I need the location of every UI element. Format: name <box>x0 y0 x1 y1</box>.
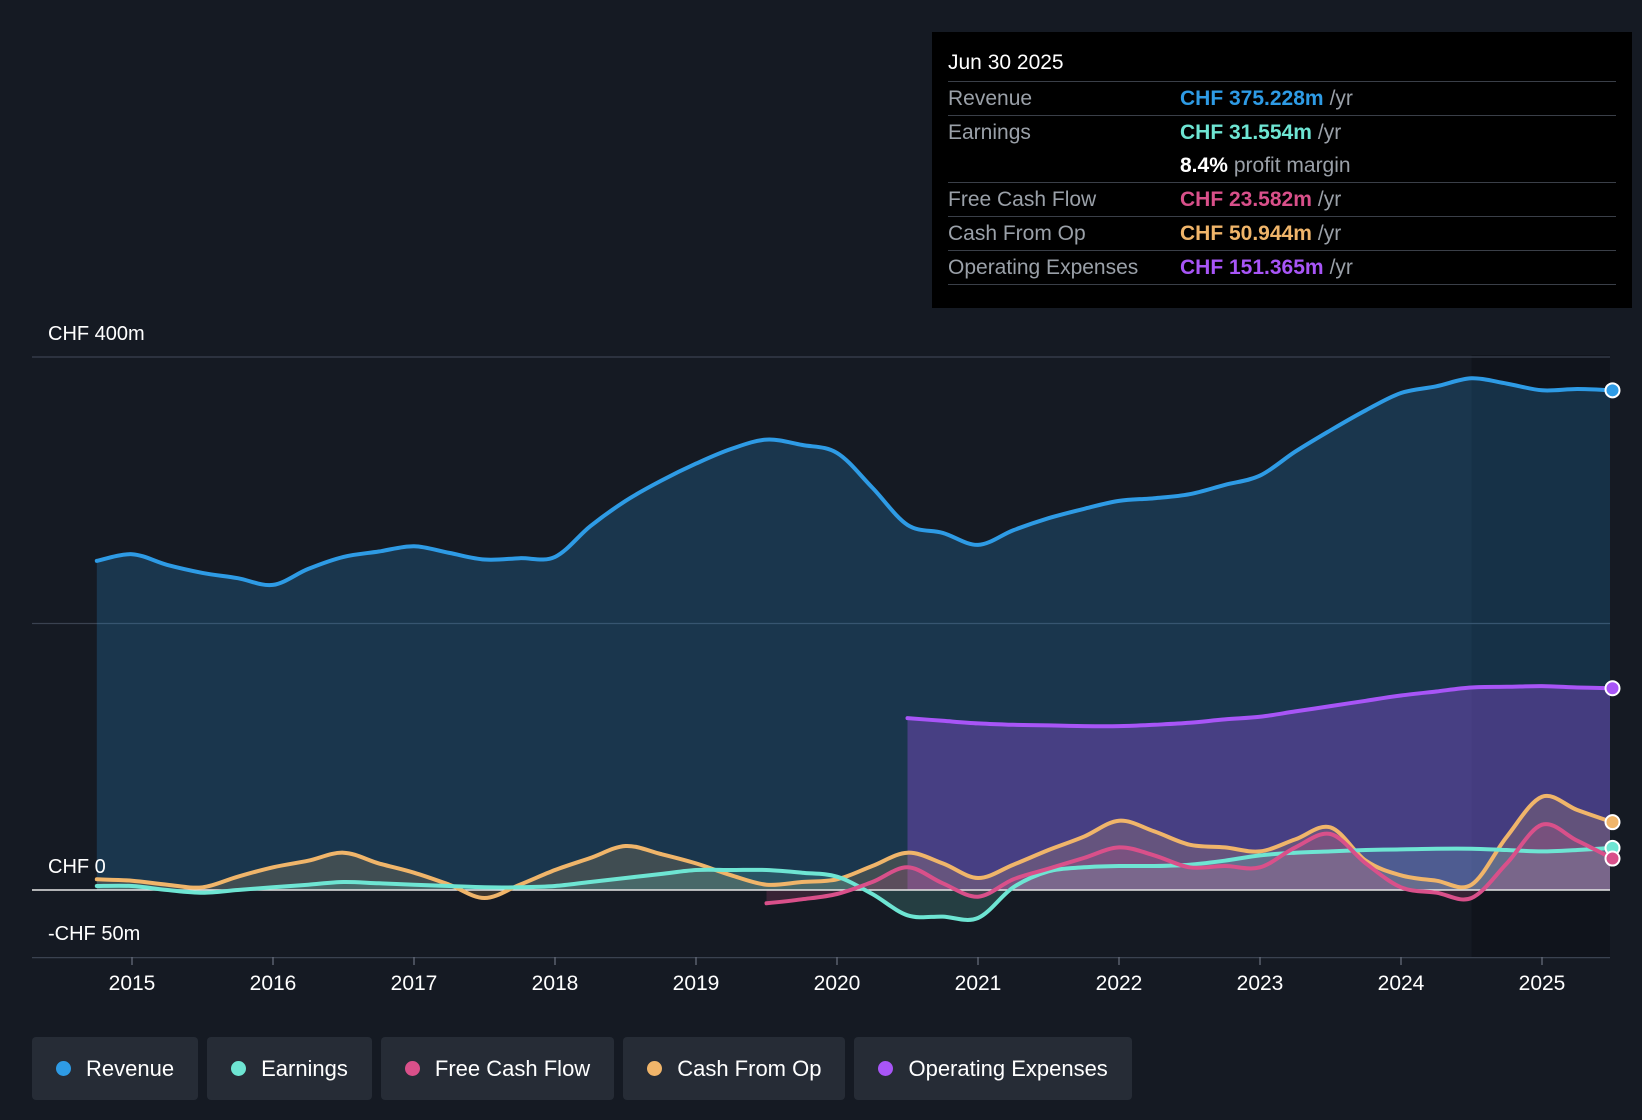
tooltip-date: Jun 30 2025 <box>948 48 1616 82</box>
x-tick-label: 2024 <box>1378 972 1425 995</box>
tooltip-unit: /yr <box>1329 86 1353 110</box>
y-label-zero: CHF 0 <box>48 856 106 878</box>
legend-label: Cash From Op <box>677 1055 822 1081</box>
cash-from-op-end-point <box>1604 814 1621 831</box>
gridlines <box>32 356 1610 959</box>
free-cash-flow-area <box>766 824 1610 904</box>
revenue-end-point <box>1604 382 1621 399</box>
tooltip-label: Cash From Op <box>948 221 1086 245</box>
legend-item-revenue[interactable]: Revenue <box>32 1037 199 1100</box>
tooltip-label: Operating Expenses <box>948 255 1139 279</box>
tooltip-value: 8.4% <box>1180 153 1228 177</box>
x-tick-label: 2020 <box>814 972 861 995</box>
x-tick-label: 2019 <box>673 972 720 995</box>
tooltip: Jun 30 2025 Revenue CHF 375.228m /yr Ear… <box>932 32 1632 308</box>
operating-expenses-end-point <box>1604 680 1621 697</box>
free-cash-flow-line <box>764 822 1610 906</box>
tooltip-row-fcf: Free Cash Flow CHF 23.582m /yr <box>948 183 1616 217</box>
tooltip-row-margin: 8.4% profit margin <box>948 149 1616 183</box>
tooltip-value: CHF 31.554m <box>1180 120 1312 144</box>
legend-item-operating-expenses[interactable]: Operating Expenses <box>854 1037 1132 1100</box>
tooltip-value: CHF 151.365m <box>1180 255 1324 279</box>
tooltip-row-opex: Operating Expenses CHF 151.365m /yr <box>948 251 1616 285</box>
legend-label: Free Cash Flow <box>434 1055 591 1081</box>
x-tick-label: 2021 <box>955 972 1002 995</box>
legend-item-free-cash-flow[interactable]: Free Cash Flow <box>380 1037 615 1100</box>
tooltip-row-earnings: Earnings CHF 31.554m /yr <box>948 116 1616 149</box>
cash-from-op-area <box>96 795 1610 898</box>
tooltip-value: CHF 23.582m <box>1180 187 1312 211</box>
legend-label: Operating Expenses <box>908 1055 1108 1081</box>
earnings-line <box>94 846 1610 922</box>
free-cash-flow-end-point <box>1604 850 1621 867</box>
legend-dot-icon <box>878 1061 894 1076</box>
legend-label: Revenue <box>86 1055 175 1081</box>
tooltip-unit: /yr <box>1317 187 1342 211</box>
tooltip-row-cfo: Cash From Op CHF 50.944m /yr <box>948 217 1616 251</box>
tooltip-label: Revenue <box>948 86 1033 110</box>
x-tick-label: 2015 <box>109 972 156 995</box>
x-tick-label: 2023 <box>1237 972 1284 995</box>
x-tick-label: 2025 <box>1519 972 1566 995</box>
operating-expenses-line <box>905 684 1610 729</box>
tooltip-unit: /yr <box>1317 221 1342 245</box>
legend-item-earnings[interactable]: Earnings <box>207 1037 372 1100</box>
revenue-line <box>94 376 1610 588</box>
tooltip-value: CHF 375.228m <box>1180 86 1324 110</box>
tooltip-row-revenue: Revenue CHF 375.228m /yr <box>948 82 1616 116</box>
tooltip-label: Earnings <box>948 120 1031 144</box>
legend: Revenue Earnings Free Cash Flow Cash Fro… <box>32 1037 1141 1100</box>
revenue-area <box>96 378 1610 890</box>
legend-dot-icon <box>647 1061 663 1076</box>
x-tick-label: 2017 <box>391 972 438 995</box>
x-tick-label: 2016 <box>250 972 297 995</box>
tooltip-unit: /yr <box>1317 120 1342 144</box>
legend-dot-icon <box>56 1061 71 1076</box>
y-label-top: CHF 400m <box>48 323 145 345</box>
tooltip-value: CHF 50.944m <box>1180 221 1312 245</box>
legend-label: Earnings <box>261 1055 348 1081</box>
legend-dot-icon <box>404 1061 420 1076</box>
tooltip-label: Free Cash Flow <box>948 187 1097 211</box>
tooltip-unit: /yr <box>1329 255 1353 279</box>
legend-item-cash-from-op[interactable]: Cash From Op <box>623 1037 846 1100</box>
y-label-bottom: -CHF 50m <box>48 923 140 945</box>
legend-dot-icon <box>231 1061 247 1076</box>
tooltip-unit: profit margin <box>1233 153 1351 177</box>
x-tick-label: 2018 <box>532 972 579 995</box>
x-tick-label: 2022 <box>1096 972 1143 995</box>
